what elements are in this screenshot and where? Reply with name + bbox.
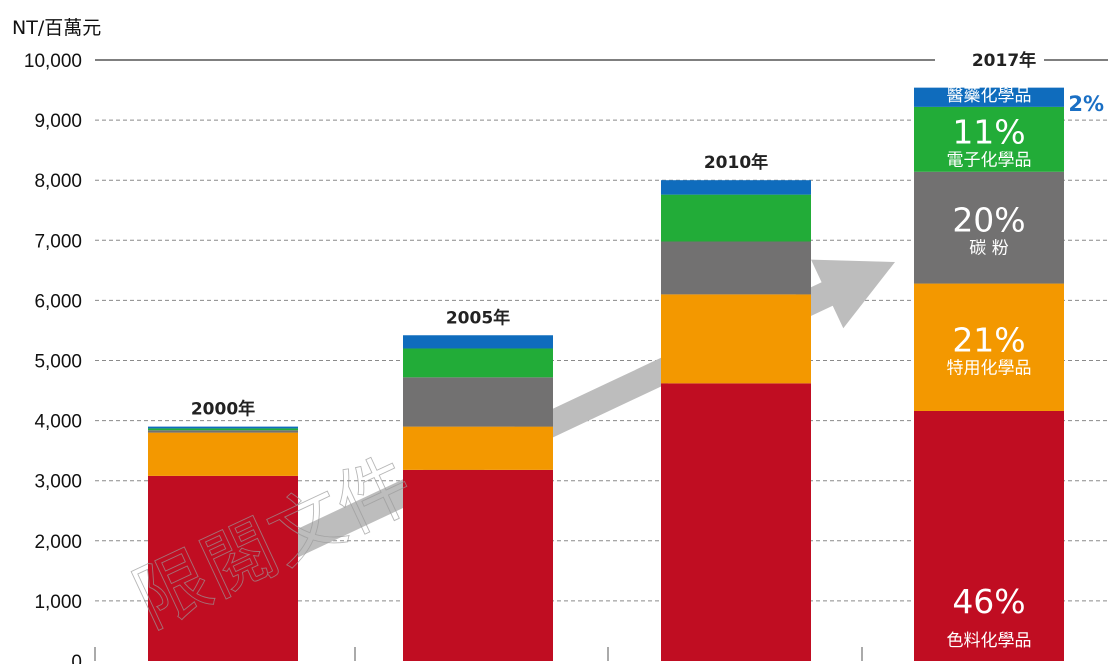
bar-segment <box>914 106 1064 172</box>
segment-label: 醫藥化學品 <box>947 86 1032 106</box>
segment-percent: 11% <box>952 112 1025 151</box>
bars <box>148 87 1064 661</box>
y-tick-label: 2,000 <box>34 532 82 553</box>
y-tick-label: 6,000 <box>34 291 82 312</box>
bar-segment <box>914 171 1064 284</box>
segment-label: 特用化學品 <box>947 358 1032 378</box>
y-tick-label: 0 <box>71 652 82 664</box>
bar-segment <box>661 241 811 295</box>
segment-percent: 21% <box>952 320 1025 359</box>
y-tick-label: 9,000 <box>34 111 82 132</box>
y-tick-label: 7,000 <box>34 231 82 252</box>
y-tick-label: 4,000 <box>34 412 82 433</box>
y-tick-label: 1,000 <box>34 592 82 613</box>
year-label: 2000年 <box>191 399 255 420</box>
bar-segment <box>914 283 1064 411</box>
y-tick-label: 10,000 <box>24 51 82 72</box>
bar-segment <box>403 348 553 378</box>
bar-segment <box>148 430 298 433</box>
bar-segment <box>661 294 811 384</box>
y-tick-label: 5,000 <box>34 352 82 373</box>
segment-label: 碳 粉 <box>969 239 1008 259</box>
gridlines <box>94 59 1108 661</box>
bar-segment <box>914 87 1064 107</box>
bar-segment <box>661 383 811 661</box>
bar-segment <box>403 377 553 427</box>
labels: 2000年 2005年 2010年 2017年 46% 色料化學品 21%特用化學品 20%碳… <box>191 50 1104 651</box>
y-tick-label: 8,000 <box>34 171 82 192</box>
bar-segment <box>148 428 298 431</box>
year-label: 2017年 <box>972 50 1036 71</box>
segment-percent: 20% <box>952 201 1025 240</box>
y-axis-ticks: 0 1,000 2,000 3,000 4,000 5,000 6,000 7,000 8,00… <box>24 51 82 664</box>
bar-segment <box>403 469 553 661</box>
bar-segment <box>661 180 811 195</box>
bar-segment <box>661 194 811 242</box>
year-label: 2005年 <box>446 307 510 328</box>
bar-segment <box>148 432 298 476</box>
bar-segment <box>403 335 553 349</box>
bar-segment <box>914 410 1064 661</box>
year-label: 2010年 <box>704 152 768 173</box>
y-axis-unit-label: NT/百萬元 <box>12 17 101 39</box>
segment-percent: 46% <box>952 582 1025 621</box>
bar-segment <box>148 475 298 661</box>
bar-segment <box>148 426 298 429</box>
segment-label: 電子化學品 <box>947 150 1032 170</box>
bar-segment <box>403 426 553 470</box>
y-tick-label: 3,000 <box>34 472 82 493</box>
segment-percent: 2% <box>1068 92 1104 116</box>
segment-label: 色料化學品 <box>947 631 1032 651</box>
